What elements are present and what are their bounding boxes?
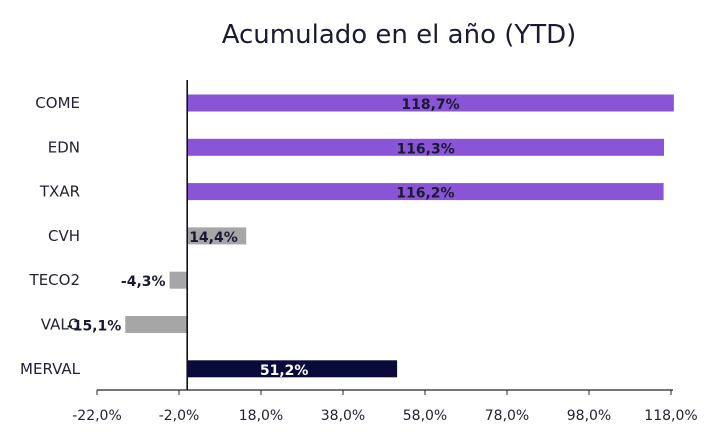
- x-tick-label: 98,0%: [567, 408, 611, 424]
- x-tick-label: 118,0%: [644, 408, 697, 424]
- data-label: 118,7%: [401, 97, 459, 113]
- category-label: TXAR: [39, 183, 80, 201]
- data-label: -15,1%: [67, 319, 121, 335]
- x-tick-label: 18,0%: [239, 408, 283, 424]
- data-label: 116,2%: [396, 186, 454, 202]
- bar-cvh: [187, 227, 247, 245]
- bar-come: [187, 94, 674, 112]
- data-label: 51,2%: [260, 363, 309, 379]
- category-label: CVH: [48, 227, 80, 245]
- x-tick-label: 78,0%: [485, 408, 529, 424]
- x-tick-label: -22,0%: [72, 408, 122, 424]
- bar-teco2: [169, 271, 188, 289]
- bar-txar: [187, 183, 664, 201]
- x-tick-label: 38,0%: [321, 408, 365, 424]
- chart-title: Acumulado en el año (YTD): [221, 20, 577, 50]
- bar-merval: [187, 360, 398, 378]
- data-label: -4,3%: [121, 274, 166, 290]
- data-label: 116,3%: [396, 141, 454, 157]
- bar-edn: [187, 138, 665, 156]
- bar-valo: [125, 316, 188, 333]
- x-tick-label: 58,0%: [403, 408, 447, 424]
- category-label: VALO: [41, 316, 80, 334]
- category-label: EDN: [48, 138, 80, 156]
- category-label: TECO2: [29, 271, 80, 289]
- category-label: COME: [35, 94, 80, 112]
- data-label: 14,4%: [189, 230, 238, 246]
- x-tick-label: -2,0%: [159, 408, 200, 424]
- category-label: MERVAL: [20, 360, 81, 378]
